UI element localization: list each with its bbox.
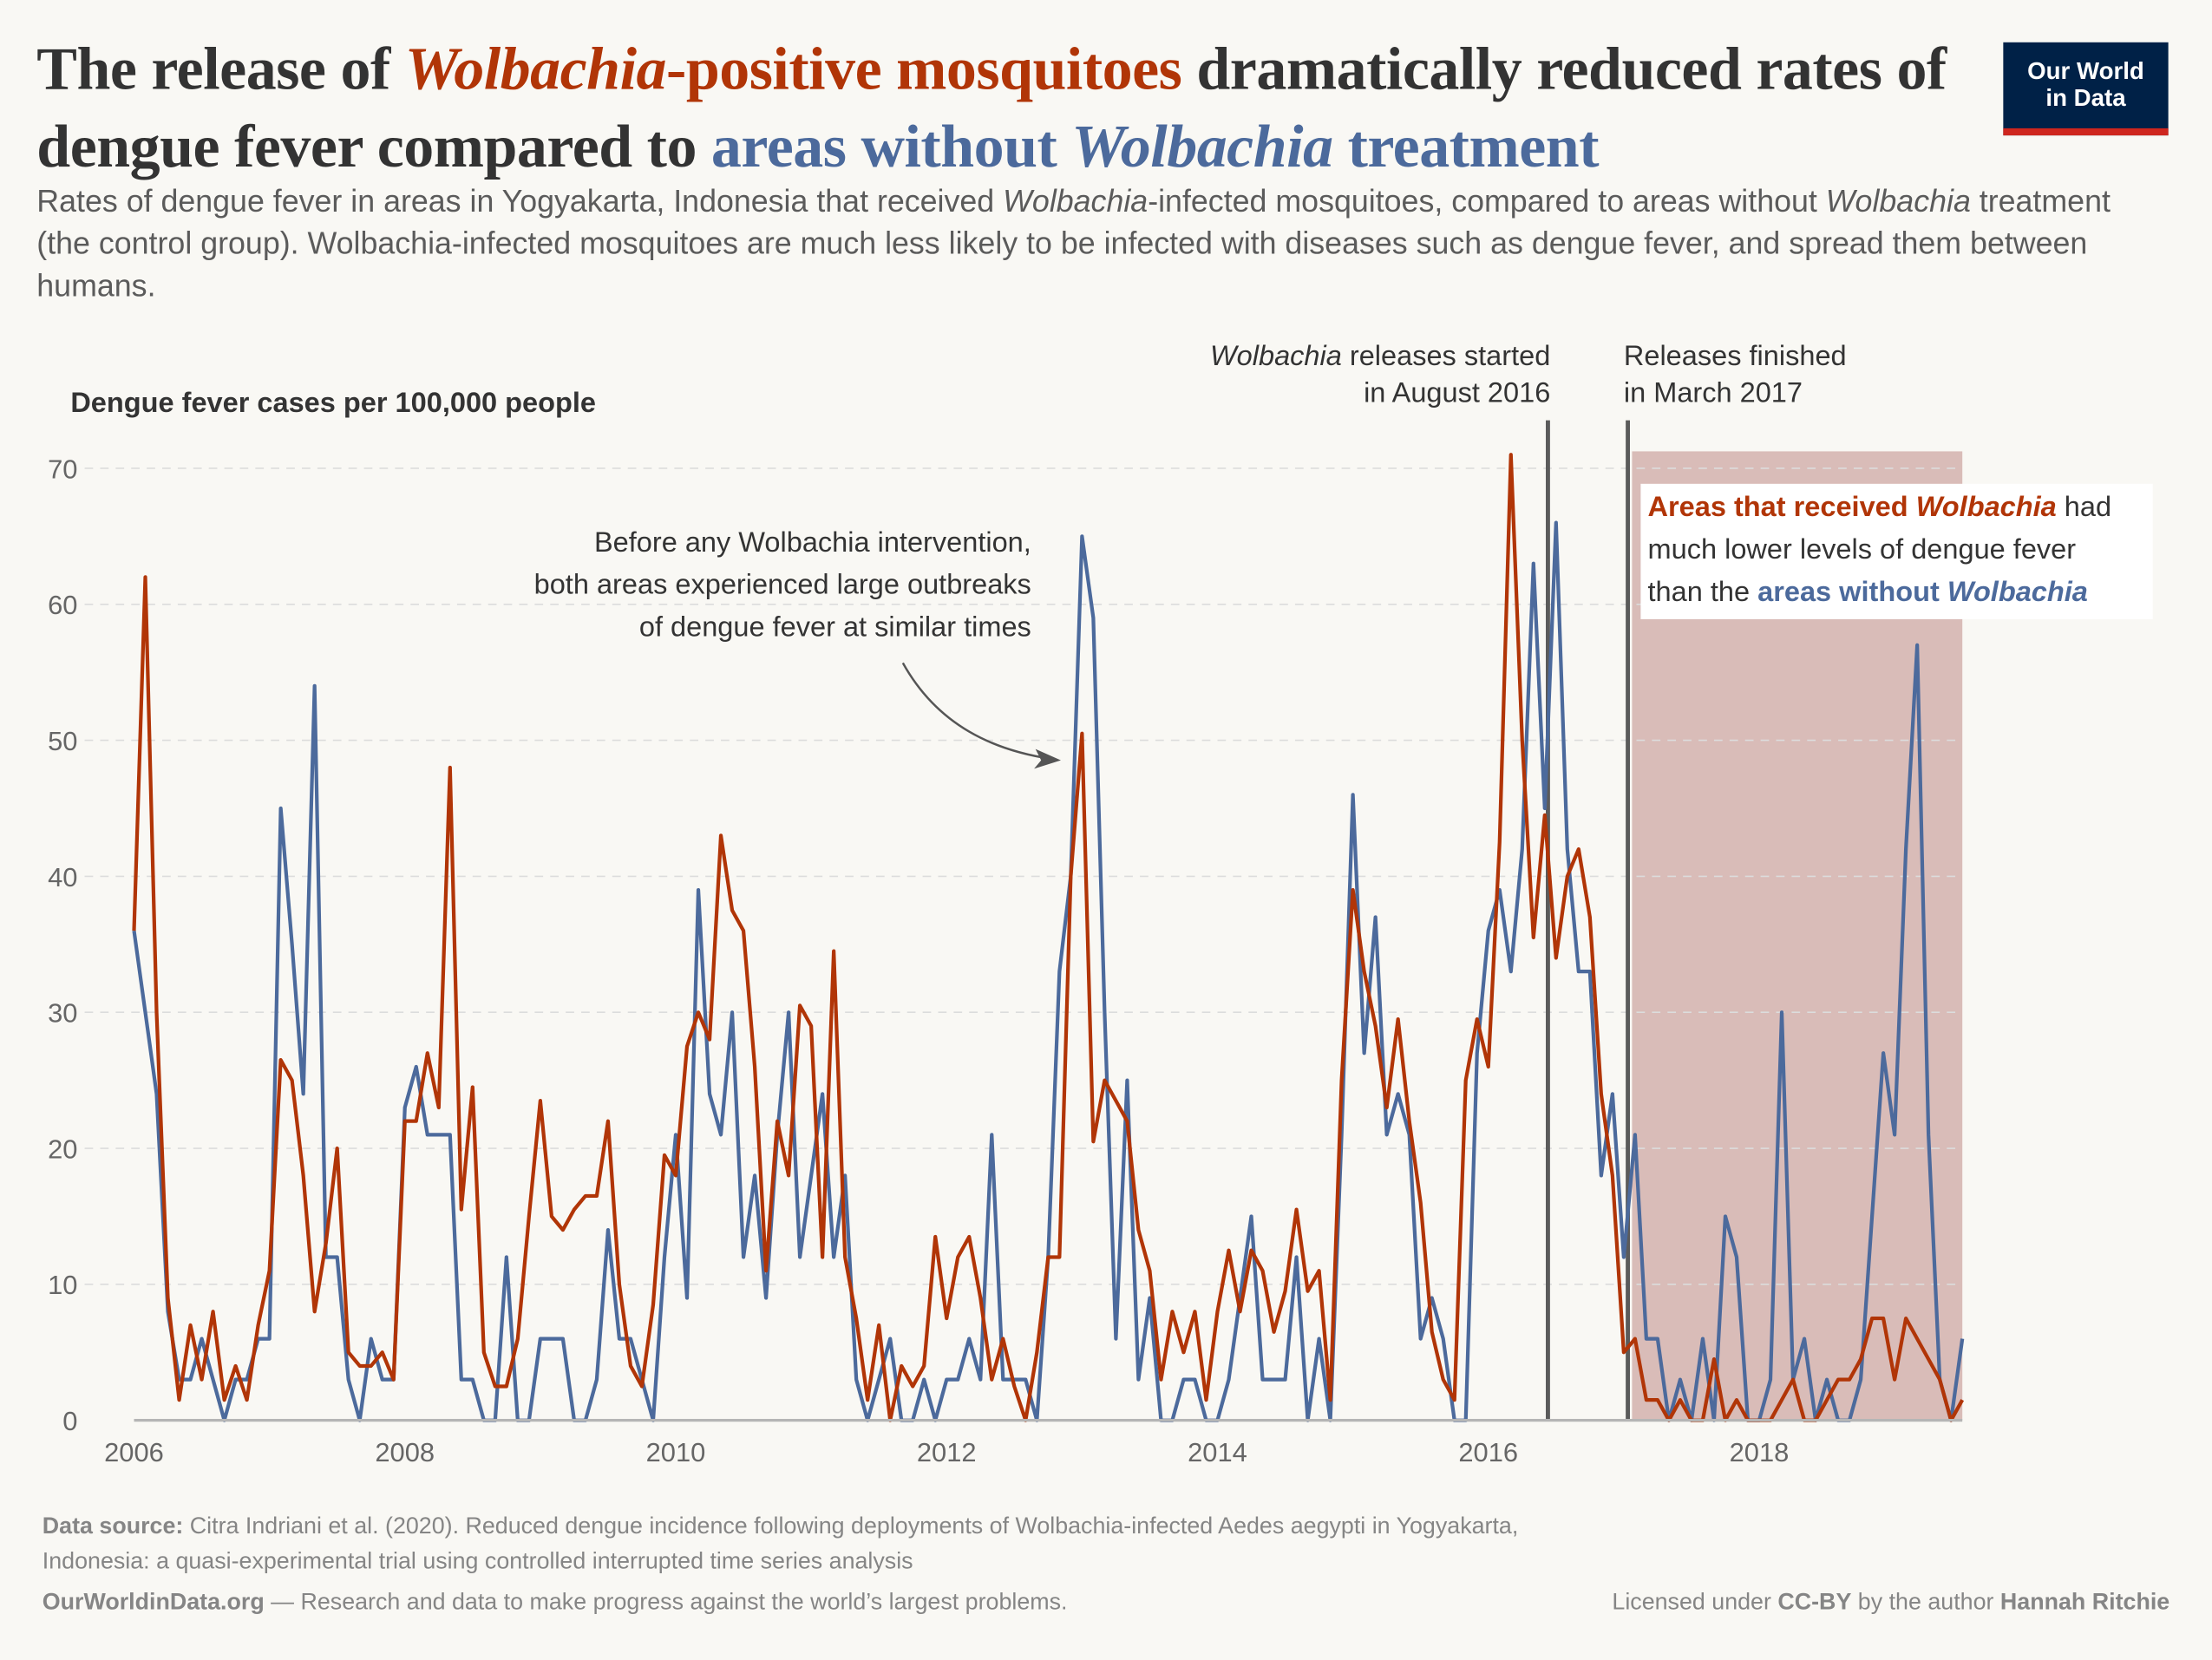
box-text: had <box>2056 492 2112 524</box>
annotation-text: releases started <box>1341 341 1551 373</box>
annotation-line: Before any Wolbachia intervention, <box>593 527 1031 559</box>
source-label: Data source: <box>42 1513 184 1539</box>
annotation-text: in August 2016 <box>1364 377 1551 409</box>
license-text: by the author <box>1851 1589 2000 1616</box>
title-control-phrase: areas without <box>710 114 1072 181</box>
x-tick-label: 2012 <box>917 1437 977 1467</box>
annotation-release-start: Wolbachia releases started in August 201… <box>1210 338 1550 412</box>
y-tick-label: 30 <box>48 998 77 1029</box>
y-tick-label: 0 <box>62 1406 77 1436</box>
chart-subtitle: Rates of dengue fever in areas in Yogyak… <box>36 180 2167 307</box>
title-text: The release of <box>36 36 405 103</box>
x-tick-label: 2016 <box>1458 1437 1518 1467</box>
annotation-line: both areas experienced large outbreaks <box>533 570 1031 601</box>
logo-line2: in Data <box>2045 84 2126 112</box>
annotation-result-box: Areas that received Wolbachia had much l… <box>1640 483 2153 619</box>
author: Hannah Ritchie <box>1999 1589 2170 1616</box>
x-tick-label: 2014 <box>1188 1437 1247 1467</box>
logo-line1: Our World <box>2027 57 2144 85</box>
box-text: Areas that received <box>1647 492 1916 524</box>
annotation-text: in March 2017 <box>1623 377 1803 409</box>
logo-bar <box>2003 127 2169 136</box>
subtitle-text-3: treatment (the control group). Wolbachia… <box>36 183 2111 304</box>
title-text-2: dramatically reduced rates of dengue fev… <box>36 36 1947 181</box>
license-link[interactable]: CC-BY <box>1777 1589 1852 1616</box>
box-text: much lower levels of dengue fever <box>1647 534 2077 566</box>
footer-site: OurWorldinData.org — Research and data t… <box>43 1590 1068 1617</box>
title-wolbachia: Wolbachia <box>404 36 667 103</box>
subtitle-italic: Wolbachia <box>1003 183 1149 219</box>
title-control-end: treatment <box>1332 114 1600 181</box>
y-tick-label: 40 <box>48 862 77 892</box>
box-text: than the <box>1647 577 1758 608</box>
y-tick-label: 60 <box>48 590 77 620</box>
annotation-line: of dengue fever at similar times <box>638 611 1031 644</box>
subtitle-text-2: -infected mosquitoes, compared to areas … <box>1148 183 1826 219</box>
license-text: Licensed under <box>1612 1589 1778 1616</box>
box-text: areas without <box>1757 577 1947 608</box>
annotation-arrow <box>901 662 1051 761</box>
chart-title: The release of Wolbachia-positive mosqui… <box>36 31 1969 186</box>
x-tick-label: 2008 <box>375 1437 435 1467</box>
y-tick-label: 50 <box>48 726 77 756</box>
tagline: — Research and data to make progress aga… <box>264 1589 1068 1616</box>
y-axis-title: Dengue fever cases per 100,000 people <box>70 388 596 420</box>
title-treatment-phrase: -positive mosquitoes <box>666 36 1182 103</box>
box-italic: Wolbachia <box>1915 492 2057 524</box>
footer-source: Data source: Citra Indriani et al. (2020… <box>43 1509 1519 1579</box>
arrow-head-icon <box>1034 748 1061 769</box>
x-tick-label: 2006 <box>104 1437 164 1467</box>
title-control-wolbachia: Wolbachia <box>1071 114 1333 181</box>
x-tick-label: 2018 <box>1730 1437 1790 1467</box>
source-text: Indonesia: a quasi-experimental trial us… <box>42 1548 913 1574</box>
box-italic: Wolbachia <box>1947 577 2088 608</box>
annotation-before: Before any Wolbachia intervention, both … <box>534 522 1031 649</box>
y-tick-label: 20 <box>48 1134 77 1164</box>
x-tick-label: 2010 <box>646 1437 706 1467</box>
annotation-text: Releases finished <box>1623 341 1847 373</box>
footer-license: Licensed under CC-BY by the author Hanna… <box>1612 1590 2169 1617</box>
source-text: Citra Indriani et al. (2020). Reduced de… <box>183 1513 1519 1539</box>
y-tick-label: 70 <box>48 454 77 484</box>
series-line-treatment <box>132 453 1965 1422</box>
subtitle-italic-2: Wolbachia <box>1825 183 1971 219</box>
annotation-release-end: Releases finished in March 2017 <box>1624 338 1847 412</box>
owid-logo[interactable]: Our World in Data <box>2003 42 2169 136</box>
y-tick-label: 10 <box>48 1270 77 1300</box>
annotation-italic: Wolbachia <box>1209 341 1342 373</box>
site-link[interactable]: OurWorldinData.org <box>42 1589 265 1616</box>
subtitle-text: Rates of dengue fever in areas in Yogyak… <box>36 183 1004 219</box>
